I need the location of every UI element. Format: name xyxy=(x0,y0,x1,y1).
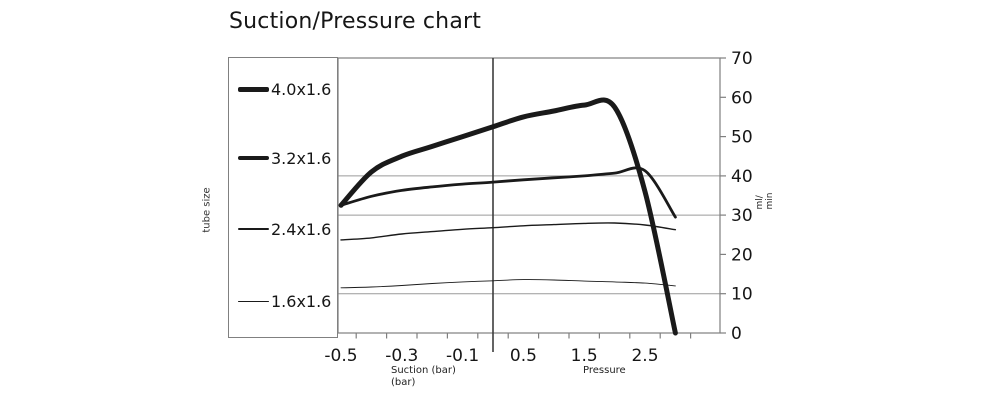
x-axis-sublabel-pressure: Pressure xyxy=(583,365,626,376)
series-line-1.6x1.6 xyxy=(340,279,676,289)
legend-entry-label: 4.0x1.6 xyxy=(271,79,332,99)
y-tick-label-20: 20 xyxy=(731,245,753,265)
x-tick-label-1.5: 1.5 xyxy=(571,346,598,366)
x-tick-label--0.5: -0.5 xyxy=(324,346,357,366)
plot-border xyxy=(337,57,721,334)
chart-title: Suction/Pressure chart xyxy=(229,9,482,34)
legend-entry: 2.4x1.6 xyxy=(238,218,334,240)
x-tick-label--0.1: -0.1 xyxy=(446,346,479,366)
x-axis-sublabel-suction: Suction (bar) (bar) xyxy=(391,365,456,388)
legend-line-sample xyxy=(238,228,269,230)
y-tick-label-30: 30 xyxy=(731,206,753,226)
y-tick-label-60: 60 xyxy=(731,88,753,108)
y-tick-label-10: 10 xyxy=(731,285,753,305)
series-line-3.2x1.6 xyxy=(339,166,677,219)
legend-box: 4.0x1.6 3.2x1.6 2.4x1.6 1.6x1.6 xyxy=(228,57,338,338)
y-tick-label-70: 70 xyxy=(731,49,753,69)
legend-entry-label: 1.6x1.6 xyxy=(271,291,332,311)
y-tick-label-50: 50 xyxy=(731,128,753,148)
x-tick-label-0.5: 0.5 xyxy=(510,346,537,366)
series-line-2.4x1.6 xyxy=(340,222,677,241)
x-tick-label--0.3: -0.3 xyxy=(385,346,418,366)
legend-entry-label: 2.4x1.6 xyxy=(271,219,332,239)
legend-line-sample xyxy=(238,156,269,160)
x-tick-label-2.5: 2.5 xyxy=(631,346,658,366)
legend-entry: 1.6x1.6 xyxy=(238,290,334,312)
series-line-4.0x1.6 xyxy=(338,97,678,336)
legend-entry: 4.0x1.6 xyxy=(238,78,334,100)
legend-entry: 3.2x1.6 xyxy=(238,147,334,169)
y-tick-label-0: 0 xyxy=(731,324,742,344)
y-tick-label-40: 40 xyxy=(731,167,753,187)
legend-line-sample xyxy=(238,300,269,302)
legend-entry-label: 3.2x1.6 xyxy=(271,148,332,168)
legend-line-sample xyxy=(238,86,269,92)
y-axis-unit-label: ml/ min xyxy=(755,192,775,210)
